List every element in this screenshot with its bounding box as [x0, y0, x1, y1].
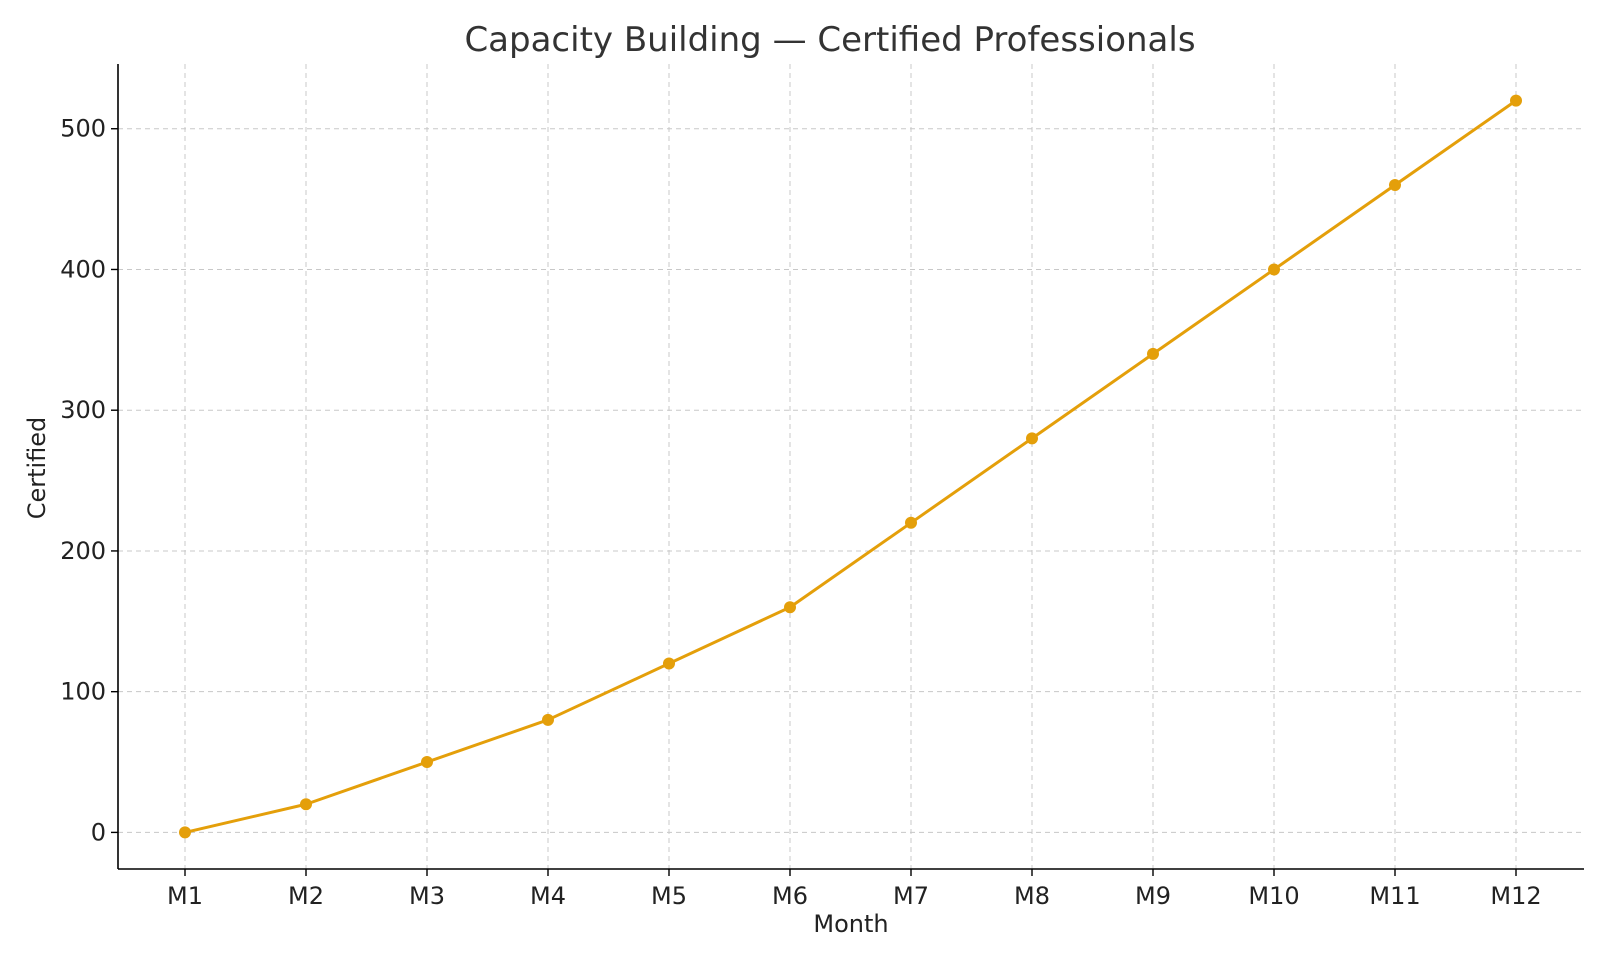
data-point — [905, 516, 917, 529]
data-point — [179, 826, 191, 839]
y-tick-label: 500 — [60, 115, 106, 143]
y-tick-label: 400 — [60, 255, 106, 283]
x-tick-label: M5 — [651, 882, 687, 910]
data-point — [1268, 263, 1280, 276]
y-tick-label: 200 — [60, 537, 106, 565]
series — [179, 94, 1522, 839]
data-point — [421, 756, 433, 769]
data-point — [300, 798, 312, 811]
x-tick-label: M2 — [288, 882, 324, 910]
y-tick-label: 100 — [60, 678, 106, 706]
x-tick-label: M9 — [1135, 882, 1171, 910]
data-point — [1147, 347, 1159, 360]
ticks: 0 100 200 300 400 500 M1 M2 M3 M4 M5 M6 M7 M8 M9 M10 M11… — [60, 115, 1541, 910]
axes — [117, 64, 1584, 870]
grid — [118, 64, 1584, 869]
data-point — [1389, 179, 1401, 192]
series-line — [184, 99, 1517, 834]
chart-title: Capacity Building — Certified Profession… — [464, 20, 1195, 60]
data-point — [784, 601, 796, 614]
data-point — [1026, 432, 1038, 445]
x-tick-label: M1 — [167, 882, 203, 910]
x-tick-label: M4 — [530, 882, 566, 910]
y-axis-label: Certified — [23, 417, 51, 520]
y-tick-label: 300 — [60, 396, 106, 424]
x-tick-label: M10 — [1248, 882, 1299, 910]
data-point — [663, 657, 675, 670]
x-tick-label: M11 — [1369, 882, 1420, 910]
x-axis-label: Month — [813, 910, 888, 938]
x-tick-label: M6 — [772, 882, 808, 910]
x-tick-label: M8 — [1014, 882, 1050, 910]
data-point — [542, 713, 554, 726]
data-point — [1510, 94, 1522, 107]
x-tick-label: M3 — [409, 882, 445, 910]
x-tick-label: M7 — [893, 882, 929, 910]
y-tick-label: 0 — [91, 818, 106, 846]
x-tick-label: M12 — [1490, 882, 1541, 910]
